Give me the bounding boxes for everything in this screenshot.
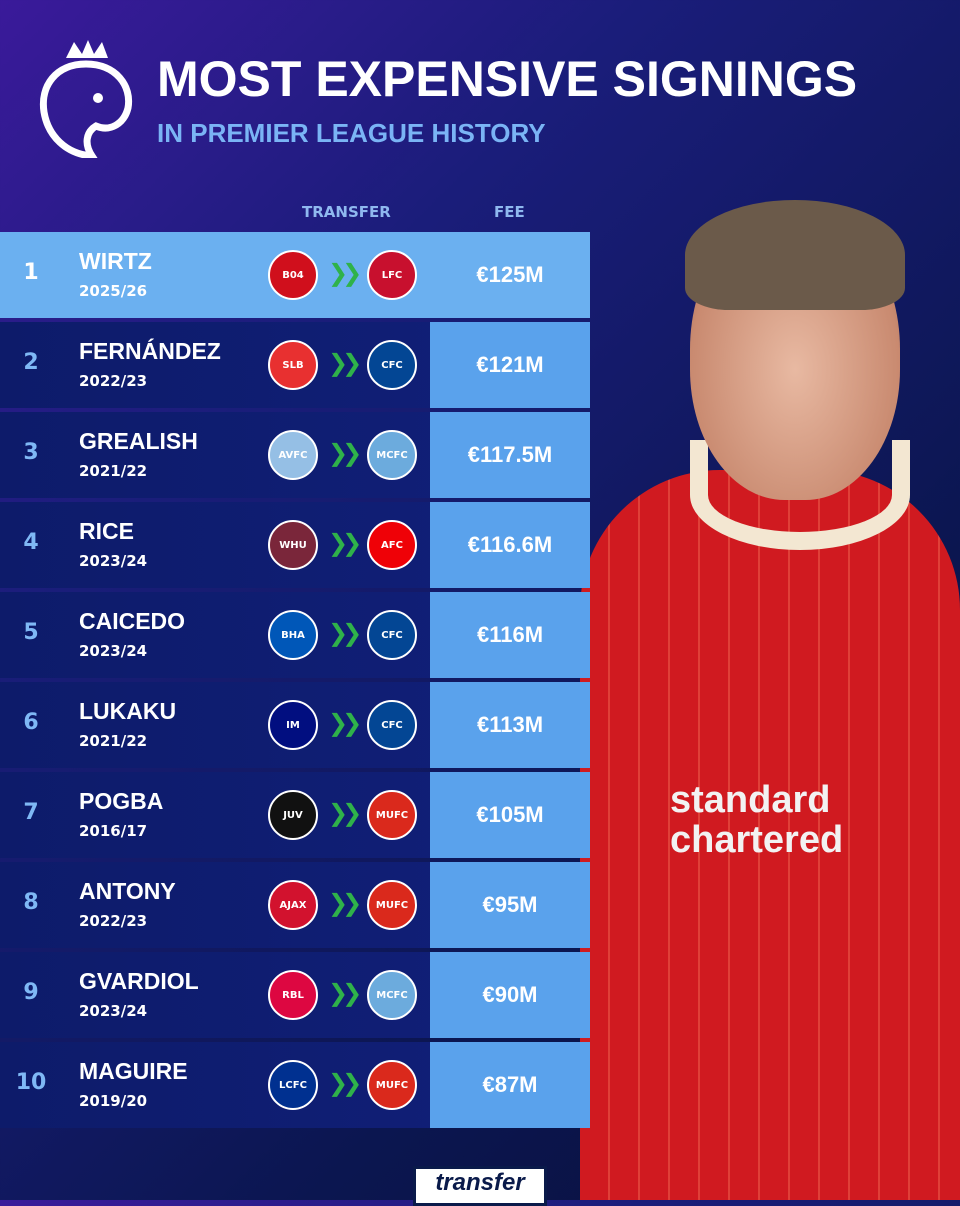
rank: 4 bbox=[23, 530, 39, 555]
column-header-fee: FEE bbox=[494, 203, 525, 221]
column-header-transfer: TRANSFER bbox=[302, 203, 391, 221]
from-club-crest-icon: BHA bbox=[268, 610, 318, 660]
to-club-crest-icon: MUFC bbox=[367, 790, 417, 840]
from-club-crest-icon: LCFC bbox=[268, 1060, 318, 1110]
table-row: 8 ANTONY 2022/23 AJAX ❯❯ MUFC €95M bbox=[0, 862, 590, 948]
to-club-crest-icon: MUFC bbox=[367, 1060, 417, 1110]
table-row: 3 GREALISH 2021/22 AVFC ❯❯ MCFC €117.5M bbox=[0, 412, 590, 498]
to-club-crest-icon: CFC bbox=[367, 610, 417, 660]
double-chevron-right-icon: ❯❯ bbox=[328, 799, 362, 827]
season: 2022/23 bbox=[79, 912, 148, 930]
table-row: 1 WIRTZ 2025/26 B04 ❯❯ LFC €125M bbox=[0, 232, 590, 318]
player-name: MAGUIRE bbox=[79, 1058, 188, 1084]
to-club-crest-icon: CFC bbox=[367, 700, 417, 750]
transfer-fee: €125M bbox=[476, 262, 544, 287]
to-club-crest-icon: LFC bbox=[367, 250, 417, 300]
rank: 7 bbox=[23, 800, 39, 825]
rank: 1 bbox=[23, 260, 39, 285]
transfer-fee: €116M bbox=[430, 592, 590, 678]
transfer-fee: €90M bbox=[430, 952, 590, 1038]
from-club-crest-icon: IM bbox=[268, 700, 318, 750]
season: 2016/17 bbox=[79, 822, 148, 840]
rank: 8 bbox=[23, 890, 39, 915]
player-shirt bbox=[580, 470, 960, 1200]
rank: 10 bbox=[15, 1070, 47, 1095]
season: 2023/24 bbox=[79, 642, 148, 660]
double-chevron-right-icon: ❯❯ bbox=[328, 619, 362, 647]
double-chevron-right-icon: ❯❯ bbox=[328, 259, 362, 287]
season: 2023/24 bbox=[79, 1002, 148, 1020]
transfer-fee: €113M bbox=[430, 682, 590, 768]
season: 2023/24 bbox=[79, 552, 148, 570]
transfer-fee: €121M bbox=[430, 322, 590, 408]
from-club-crest-icon: AVFC bbox=[268, 430, 318, 480]
table-row: 10 MAGUIRE 2019/20 LCFC ❯❯ MUFC €87M bbox=[0, 1042, 590, 1128]
to-club-crest-icon: MCFC bbox=[367, 970, 417, 1020]
player-name: WIRTZ bbox=[79, 248, 152, 274]
rank: 9 bbox=[23, 980, 39, 1005]
double-chevron-right-icon: ❯❯ bbox=[328, 349, 362, 377]
player-name: RICE bbox=[79, 518, 134, 544]
table-row: 7 POGBA 2016/17 JUV ❯❯ MUFC €105M bbox=[0, 772, 590, 858]
table-row: 4 RICE 2023/24 WHU ❯❯ AFC €116.6M bbox=[0, 502, 590, 588]
from-club-crest-icon: JUV bbox=[268, 790, 318, 840]
season: 2022/23 bbox=[79, 372, 148, 390]
transfer-fee: €117.5M bbox=[430, 412, 590, 498]
to-club-crest-icon: AFC bbox=[367, 520, 417, 570]
rank: 6 bbox=[23, 710, 39, 735]
table-row: 9 GVARDIOL 2023/24 RBL ❯❯ MCFC €90M bbox=[0, 952, 590, 1038]
transfer-fee: €87M bbox=[430, 1042, 590, 1128]
from-club-crest-icon: B04 bbox=[268, 250, 318, 300]
rank: 2 bbox=[23, 350, 39, 375]
double-chevron-right-icon: ❯❯ bbox=[328, 439, 362, 467]
transfer-fee: €105M bbox=[430, 772, 590, 858]
rank: 3 bbox=[23, 440, 39, 465]
table-row: 6 LUKAKU 2021/22 IM ❯❯ CFC €113M bbox=[0, 682, 590, 768]
season: 2021/22 bbox=[79, 462, 148, 480]
season: 2019/20 bbox=[79, 1092, 148, 1110]
player-name: FERNÁNDEZ bbox=[79, 338, 221, 364]
player-name: CAICEDO bbox=[79, 608, 186, 634]
transfer-fee: €116.6M bbox=[430, 502, 590, 588]
from-club-crest-icon: WHU bbox=[268, 520, 318, 570]
premier-league-lion-icon bbox=[39, 40, 133, 158]
player-hair bbox=[685, 200, 905, 310]
page-title: MOST EXPENSIVE SIGNINGS bbox=[157, 51, 858, 107]
double-chevron-right-icon: ❯❯ bbox=[328, 889, 362, 917]
transfermarkt-logo: transfer bbox=[413, 1166, 547, 1206]
player-name: LUKAKU bbox=[79, 698, 177, 724]
from-club-crest-icon: SLB bbox=[268, 340, 318, 390]
page-subtitle: IN PREMIER LEAGUE HISTORY bbox=[157, 118, 546, 148]
to-club-crest-icon: MCFC bbox=[367, 430, 417, 480]
rank: 5 bbox=[23, 620, 39, 645]
player-name: ANTONY bbox=[79, 878, 176, 904]
season: 2025/26 bbox=[79, 282, 148, 300]
player-name: GREALISH bbox=[79, 428, 198, 454]
double-chevron-right-icon: ❯❯ bbox=[328, 979, 362, 1007]
from-club-crest-icon: AJAX bbox=[268, 880, 318, 930]
double-chevron-right-icon: ❯❯ bbox=[328, 529, 362, 557]
to-club-crest-icon: MUFC bbox=[367, 880, 417, 930]
player-photo: standard chartered bbox=[560, 190, 960, 1200]
player-name: GVARDIOL bbox=[79, 968, 199, 994]
transfer-fee: €95M bbox=[430, 862, 590, 948]
table-row: 2 FERNÁNDEZ 2022/23 SLB ❯❯ CFC €121M bbox=[0, 322, 590, 408]
table-row: 5 CAICEDO 2023/24 BHA ❯❯ CFC €116M bbox=[0, 592, 590, 678]
double-chevron-right-icon: ❯❯ bbox=[328, 1069, 362, 1097]
player-name: POGBA bbox=[79, 788, 164, 814]
from-club-crest-icon: RBL bbox=[268, 970, 318, 1020]
season: 2021/22 bbox=[79, 732, 148, 750]
shirt-sponsor: standard chartered bbox=[670, 779, 844, 861]
double-chevron-right-icon: ❯❯ bbox=[328, 709, 362, 737]
to-club-crest-icon: CFC bbox=[367, 340, 417, 390]
